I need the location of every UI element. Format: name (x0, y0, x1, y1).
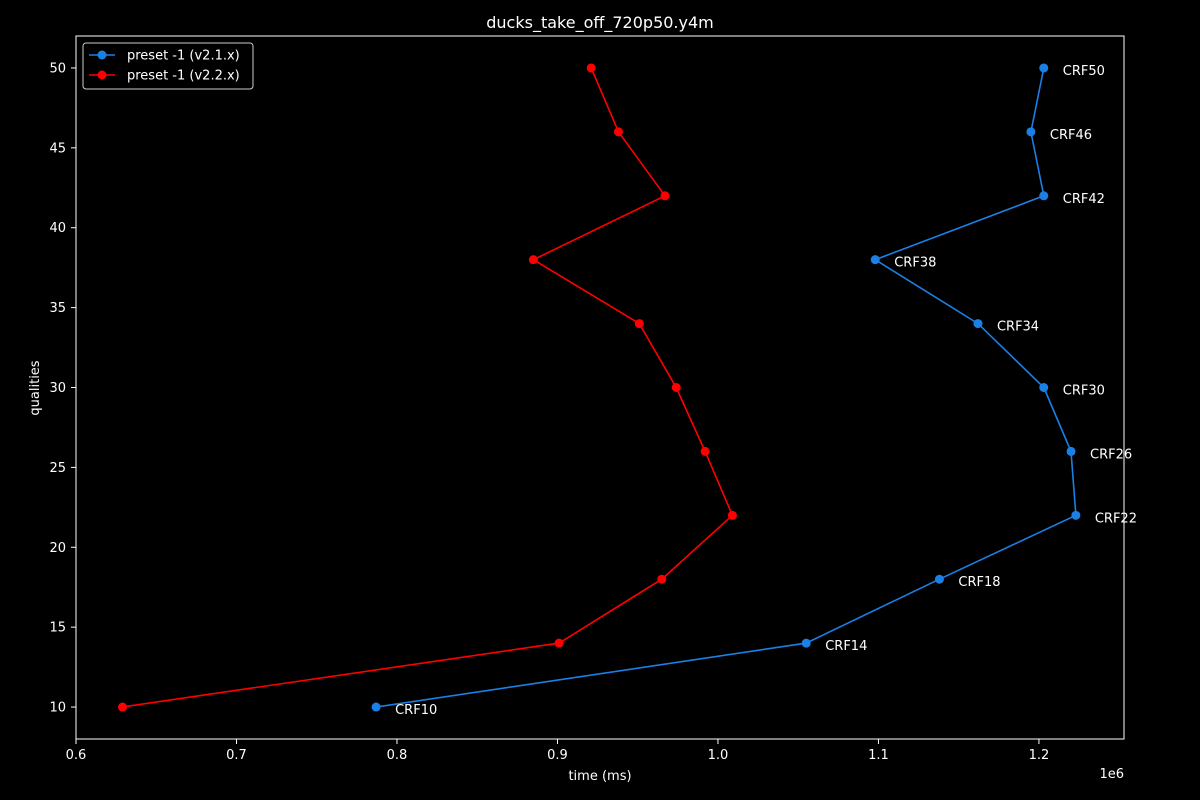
series-2-point (700, 446, 710, 456)
y-tick-label: 50 (49, 61, 66, 76)
legend: preset -1 (v2.1.x) preset -1 (v2.2.x) (82, 42, 254, 90)
point-label: CRF46 (1050, 128, 1092, 143)
y-tick-label: 30 (49, 381, 66, 396)
series-1-point (973, 319, 983, 329)
point-label: CRF42 (1063, 192, 1105, 207)
plot-area: CRF10 CRF14 CRF18 CRF22 CRF26 CRF30 CRF34 CRF38… (118, 63, 1137, 718)
series-1-point (1039, 191, 1049, 201)
x-tick-label: 0.7 (226, 748, 247, 763)
point-label: CRF38 (894, 256, 936, 271)
series-2-point (727, 510, 737, 520)
point-label: CRF14 (825, 639, 867, 654)
point-label: CRF30 (1063, 384, 1105, 399)
y-tick-label: 45 (49, 141, 66, 156)
legend-box (82, 42, 254, 90)
series-1-point (1039, 63, 1049, 73)
x-tick-label: 0.9 (547, 748, 568, 763)
series-1-point (801, 638, 811, 648)
axes-frame (75, 35, 1125, 740)
legend-label-series-1: preset -1 (v2.1.x) (127, 49, 240, 64)
series-2-point (118, 702, 128, 712)
series-2-point (528, 255, 538, 265)
x-tick-label: 0.6 (66, 748, 87, 763)
y-tick-label: 15 (49, 621, 66, 636)
legend-marker-series-2 (97, 70, 107, 80)
point-label: CRF22 (1095, 511, 1137, 526)
series-2-point (613, 127, 623, 137)
legend-label-series-2: preset -1 (v2.2.x) (127, 69, 240, 84)
point-label: CRF10 (395, 703, 437, 718)
series-2-point (634, 319, 644, 329)
y-axis-label: qualities (28, 360, 43, 415)
y-tick-label: 40 (49, 221, 66, 236)
series-1-point (1039, 383, 1049, 392)
x-axis-label: time (ms) (568, 769, 631, 784)
legend-marker-series-1 (97, 50, 107, 60)
series-2-point (660, 191, 670, 201)
chart-title: ducks_take_off_720p50.y4m (486, 13, 714, 33)
series-2-point (554, 638, 564, 648)
y-tick-label: 20 (49, 541, 66, 556)
series-2-point (671, 383, 681, 392)
series-1-point (1026, 127, 1036, 137)
x-tick-label: 1.0 (708, 748, 729, 763)
point-label: CRF18 (958, 575, 1000, 590)
axis-ticks: 0.6 0.7 0.8 0.9 1.0 1.1 1.2 10 15 20 25 30 35 40 45 50 (49, 61, 1049, 763)
series-2-point (586, 63, 596, 73)
y-tick-label: 25 (49, 461, 66, 476)
point-label: CRF34 (997, 320, 1039, 335)
point-label: CRF50 (1063, 64, 1105, 79)
y-tick-label: 10 (49, 701, 66, 716)
point-label: CRF26 (1090, 447, 1132, 462)
series-1-point (1066, 446, 1076, 456)
series-1-point (1071, 510, 1081, 520)
series-2-point (657, 574, 667, 584)
series-1-point (870, 255, 880, 265)
x-tick-label: 1.2 (1029, 748, 1050, 763)
x-tick-label: 1.1 (868, 748, 889, 763)
series-1-point (934, 574, 944, 584)
x-tick-label: 0.8 (387, 748, 408, 763)
x-offset-label: 1e6 (1099, 767, 1124, 782)
y-tick-label: 35 (49, 301, 66, 316)
series-1-point (371, 702, 381, 712)
